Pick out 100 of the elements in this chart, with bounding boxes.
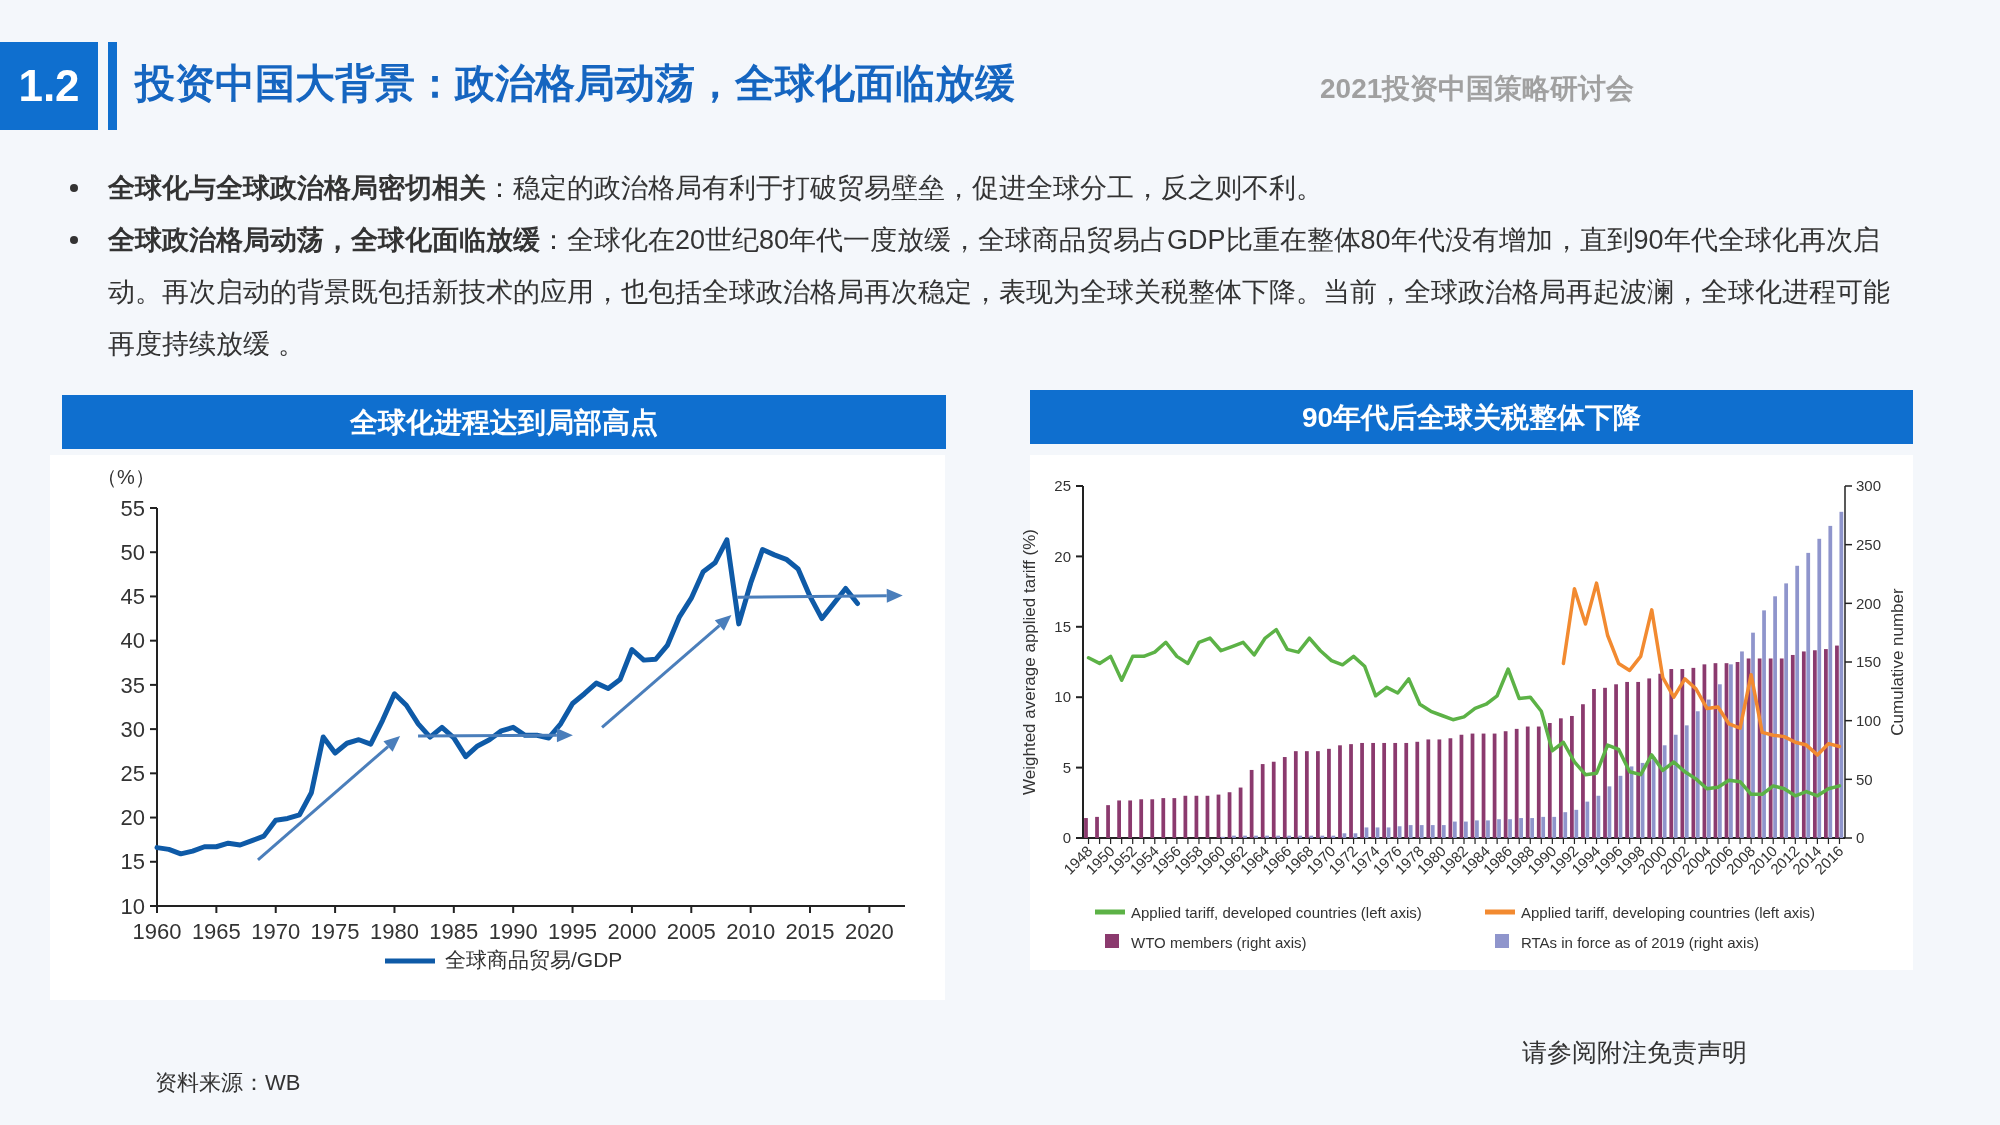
chart-title: 全球化进程达到局部高点	[349, 407, 658, 438]
bar	[1497, 819, 1501, 838]
bar	[1839, 511, 1844, 838]
x-tick-label: 2020	[844, 919, 894, 944]
bar	[1437, 739, 1442, 838]
bar	[1271, 761, 1276, 838]
bar	[1415, 741, 1420, 838]
bar	[1161, 798, 1166, 838]
x-tick-label: 1975	[310, 919, 360, 944]
bar	[1419, 825, 1424, 838]
bar	[1139, 799, 1144, 838]
legend-label: 全球商品贸易/GDP	[445, 948, 623, 971]
y-tick-label: 5	[1062, 758, 1071, 776]
bar	[1327, 748, 1331, 838]
y-tick-label: 15	[120, 849, 145, 875]
bar	[1680, 669, 1685, 838]
bar	[1669, 669, 1674, 838]
y2-tick-label: 200	[1856, 594, 1882, 612]
bar	[1349, 744, 1353, 838]
bar	[1658, 673, 1663, 838]
bar	[1475, 820, 1479, 838]
bar	[1316, 751, 1320, 838]
bar	[1835, 645, 1839, 838]
y-tick-label: 45	[120, 584, 145, 610]
bar	[1095, 816, 1099, 838]
bar	[1260, 764, 1265, 838]
y-tick-label: 0	[1062, 829, 1071, 847]
bar	[1828, 525, 1833, 838]
y-tick-label: 10	[1054, 688, 1071, 706]
x-tick-label: 1960	[132, 919, 182, 944]
bar	[1801, 651, 1806, 838]
bar	[1779, 658, 1784, 838]
bar	[1486, 820, 1490, 838]
bar	[1817, 538, 1822, 838]
text: 投资中国大背景：政治格局动荡，全球化面临放缓	[135, 60, 1015, 107]
bar	[1552, 816, 1557, 838]
bar	[1525, 726, 1530, 838]
bar	[1603, 687, 1607, 838]
bar	[1503, 731, 1508, 838]
chart-title: 90年代后全球关税整体下降	[1301, 402, 1642, 433]
bar	[1795, 565, 1800, 838]
bar	[1106, 805, 1110, 838]
bar	[1558, 718, 1563, 838]
y2-tick-label: 0	[1856, 829, 1865, 847]
y-tick-label: 20	[1054, 547, 1071, 565]
bar	[1084, 818, 1088, 838]
y-tick-label: 25	[1054, 477, 1071, 495]
bar	[1150, 799, 1155, 838]
bar	[1282, 757, 1287, 838]
legend: 全球商品贸易/GDP	[385, 948, 623, 971]
bar	[1530, 818, 1535, 838]
bar	[1768, 658, 1773, 838]
bar	[1662, 745, 1667, 838]
y-axis-title: Weighted average applied tariff (%)	[1020, 529, 1039, 795]
legend-label: Applied tariff, developed countries (left axis)	[1131, 904, 1422, 921]
y2-tick-label: 250	[1856, 535, 1882, 553]
legend-label: WTO members (right axis)	[1131, 934, 1307, 951]
bar	[1249, 769, 1254, 838]
bar	[1574, 809, 1579, 838]
bar	[1508, 819, 1512, 838]
text: 资料来源：WB	[155, 1069, 301, 1097]
x-tick-label: 2015	[785, 919, 835, 944]
y-tick-label: 55	[120, 495, 145, 521]
bar	[1585, 801, 1590, 838]
bar	[1691, 667, 1696, 838]
bar	[1441, 825, 1446, 838]
bar	[1452, 821, 1457, 838]
bar	[1541, 816, 1546, 838]
bar	[1293, 751, 1298, 838]
bar	[1128, 800, 1133, 838]
text: 请参阅附注免责声明	[1522, 1037, 1747, 1068]
bar	[1824, 649, 1828, 838]
x-tick-label: 1985	[429, 919, 479, 944]
bar	[1360, 742, 1364, 838]
bar	[1426, 739, 1431, 838]
bar	[1382, 742, 1387, 838]
bar	[1592, 688, 1596, 838]
bar	[1514, 728, 1519, 838]
bar	[1183, 795, 1188, 838]
text: 全球化与全球政治格局密切相关：稳定的政治格局有利于打破贸易壁垒，促进全球分工，反之则不利。	[107, 172, 1324, 205]
bar	[1581, 704, 1585, 838]
bar	[1430, 825, 1435, 838]
bar	[1464, 821, 1468, 838]
bar	[1338, 745, 1342, 838]
bar	[1729, 664, 1733, 838]
bar	[1812, 650, 1817, 838]
x-tick-label: 2000	[607, 919, 657, 944]
bar	[1773, 596, 1777, 838]
text: 1.2	[0, 42, 98, 130]
bar	[1673, 734, 1678, 838]
y-tick-label: 10	[120, 893, 145, 919]
x-tick-label: 1990	[488, 919, 538, 944]
y-tick-label: 20	[120, 805, 145, 831]
bar	[1625, 681, 1629, 838]
bar	[1536, 726, 1541, 838]
bar	[1570, 715, 1574, 838]
x-tick-label: 2005	[666, 919, 716, 944]
y2-tick-label: 50	[1856, 770, 1873, 788]
bar	[1614, 684, 1618, 838]
y-tick-label: 35	[120, 672, 145, 698]
